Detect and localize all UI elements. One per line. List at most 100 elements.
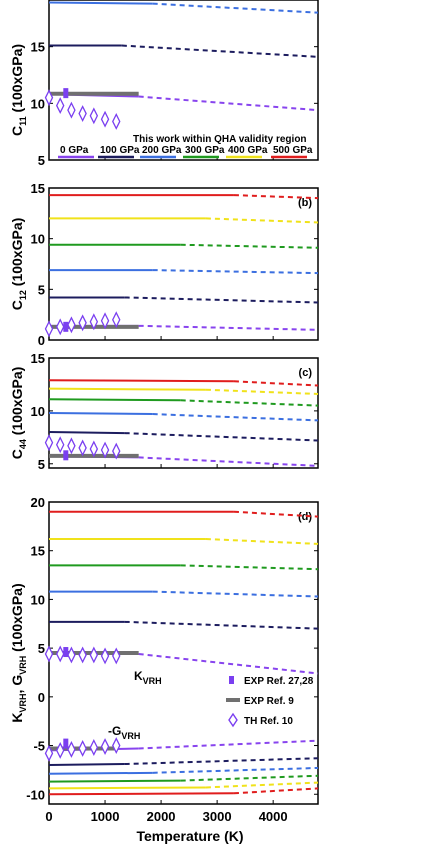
th10-marker	[67, 437, 76, 455]
th10-marker	[44, 320, 54, 338]
series-dashed-200-gpa	[152, 269, 319, 275]
series-dashed-0-gpa-g	[138, 739, 319, 750]
series-dashed-100-gpa-g	[124, 757, 319, 766]
exp27-marker	[63, 647, 69, 658]
series-dashed-200-gpa	[152, 590, 319, 598]
th10-marker	[78, 439, 87, 457]
th10-marker	[89, 646, 99, 664]
series-dashed-400-gpa	[205, 538, 319, 545]
y-tick-label: 0	[38, 690, 45, 705]
pressure-legend-label-3: 300 GPa	[185, 145, 225, 156]
th10-marker	[67, 316, 76, 334]
series-solid-200-gpa-g	[48, 771, 153, 775]
x-axis-label: Temperature (K)	[136, 828, 243, 844]
series-solid-500-gpa-g	[48, 792, 234, 796]
y-axis-label-b: C12 (100xGPa)	[9, 218, 28, 311]
series-dashed-300-gpa	[180, 564, 319, 571]
exp27-marker	[63, 450, 69, 461]
th10-marker	[100, 312, 110, 330]
series-solid-200-gpa	[48, 412, 153, 416]
series-solid-500-gpa	[48, 379, 234, 383]
th10-marker	[78, 314, 87, 332]
th10-marker	[55, 97, 65, 115]
th10-marker	[44, 645, 54, 663]
th10-marker-g	[44, 744, 54, 762]
y-tick-label: 10	[31, 592, 45, 607]
th10-marker	[55, 318, 65, 336]
y-tick-label: 10	[31, 404, 45, 419]
kvrh-annotation: KVRH	[134, 669, 162, 686]
th10-marker	[89, 107, 99, 125]
y-tick-label: 5	[38, 457, 45, 472]
y-tick-label: 15	[31, 40, 45, 55]
exp27-marker-g	[63, 738, 69, 749]
th10-marker-g	[78, 740, 87, 757]
series-dashed-0-gpa	[138, 324, 319, 331]
th10-marker-g	[89, 739, 99, 756]
series-dashed-500-gpa-g	[233, 787, 319, 795]
series-solid-200-gpa	[48, 1, 153, 5]
panel-label-b: (b)	[298, 197, 312, 209]
exp-legend: EXP Ref. 27,28 EXP Ref. 9 TH Ref. 10	[226, 676, 314, 728]
y-tick-label: -10	[26, 787, 45, 802]
th10-marker	[89, 440, 99, 458]
x-tick-label: 0	[45, 809, 52, 824]
series-solid-100-gpa-g	[48, 763, 125, 767]
series-solid-300-gpa-g	[48, 779, 181, 783]
th10-marker	[112, 442, 121, 460]
exp9-legend-label: EXP Ref. 9	[244, 696, 294, 707]
x-tick-label: 1000	[91, 809, 120, 824]
th10-marker	[67, 646, 76, 664]
th10-marker	[100, 441, 110, 459]
panel-label-c: (c)	[299, 367, 313, 379]
y-tick-label: 15	[31, 181, 45, 196]
th10-marker	[55, 645, 65, 663]
th10-marker	[100, 647, 110, 665]
y-tick-label: 15	[31, 544, 45, 559]
th10-marker	[89, 313, 99, 331]
th10-marker	[78, 646, 87, 664]
th10-marker-g	[100, 738, 110, 755]
y-tick-label: 10	[31, 232, 45, 247]
series-dashed-100-gpa	[124, 620, 319, 630]
series-dashed-300-gpa	[180, 243, 319, 249]
y-tick-label: 20	[31, 495, 45, 510]
series-dashed-300-gpa	[180, 399, 319, 407]
series-solid-400-gpa	[48, 387, 206, 391]
series-dashed-500-gpa	[233, 380, 319, 387]
y-tick-label: 5	[38, 641, 45, 656]
pressure-legend-label-2: 200 GPa	[142, 145, 182, 156]
series-solid-400-gpa-g	[48, 786, 206, 790]
th10-marker	[44, 89, 54, 107]
x-tick-label: 2000	[147, 809, 176, 824]
x-tick-label: 4000	[259, 809, 288, 824]
pressure-legend: 0 GPa 100 GPa 200 GPa 300 GPa 400 GPa 500 GPa	[58, 145, 313, 159]
panel-d: -10 -5 0 5 10 15 20 KVRH, GVRH (100xGPa) (d)	[9, 495, 319, 805]
pressure-legend-label-5: 500 GPa	[273, 145, 313, 156]
series-dashed-300-gpa-g	[180, 774, 319, 782]
th10-legend-marker	[228, 712, 238, 728]
panel-b: 0 5 10 15 C12 (100xGPa) (b)	[9, 181, 319, 348]
th10-marker-g	[55, 741, 65, 759]
series-dashed-100-gpa	[121, 44, 319, 58]
exp27-marker	[63, 88, 69, 99]
series-dashed-100-gpa	[124, 296, 319, 304]
th10-legend-label: TH Ref. 10	[244, 716, 293, 727]
y-tick-label: 15	[31, 351, 45, 366]
th10-marker	[78, 105, 87, 122]
plot-frame-a	[48, 0, 319, 161]
series-dashed-400-gpa	[205, 388, 319, 395]
series-dashed-200-gpa-g	[152, 766, 319, 774]
series-dashed-200-gpa	[152, 413, 319, 422]
y-tick-label: 5	[38, 153, 45, 168]
th10-marker-g	[112, 737, 121, 755]
th10-marker	[44, 434, 54, 452]
y-tick-label: 0	[38, 333, 45, 348]
y-axis-label-d: KVRH, GVRH (100xGPa)	[9, 583, 28, 722]
exp27-marker	[63, 321, 69, 332]
panel-label-d: (d)	[298, 511, 312, 523]
th10-marker	[55, 436, 65, 454]
